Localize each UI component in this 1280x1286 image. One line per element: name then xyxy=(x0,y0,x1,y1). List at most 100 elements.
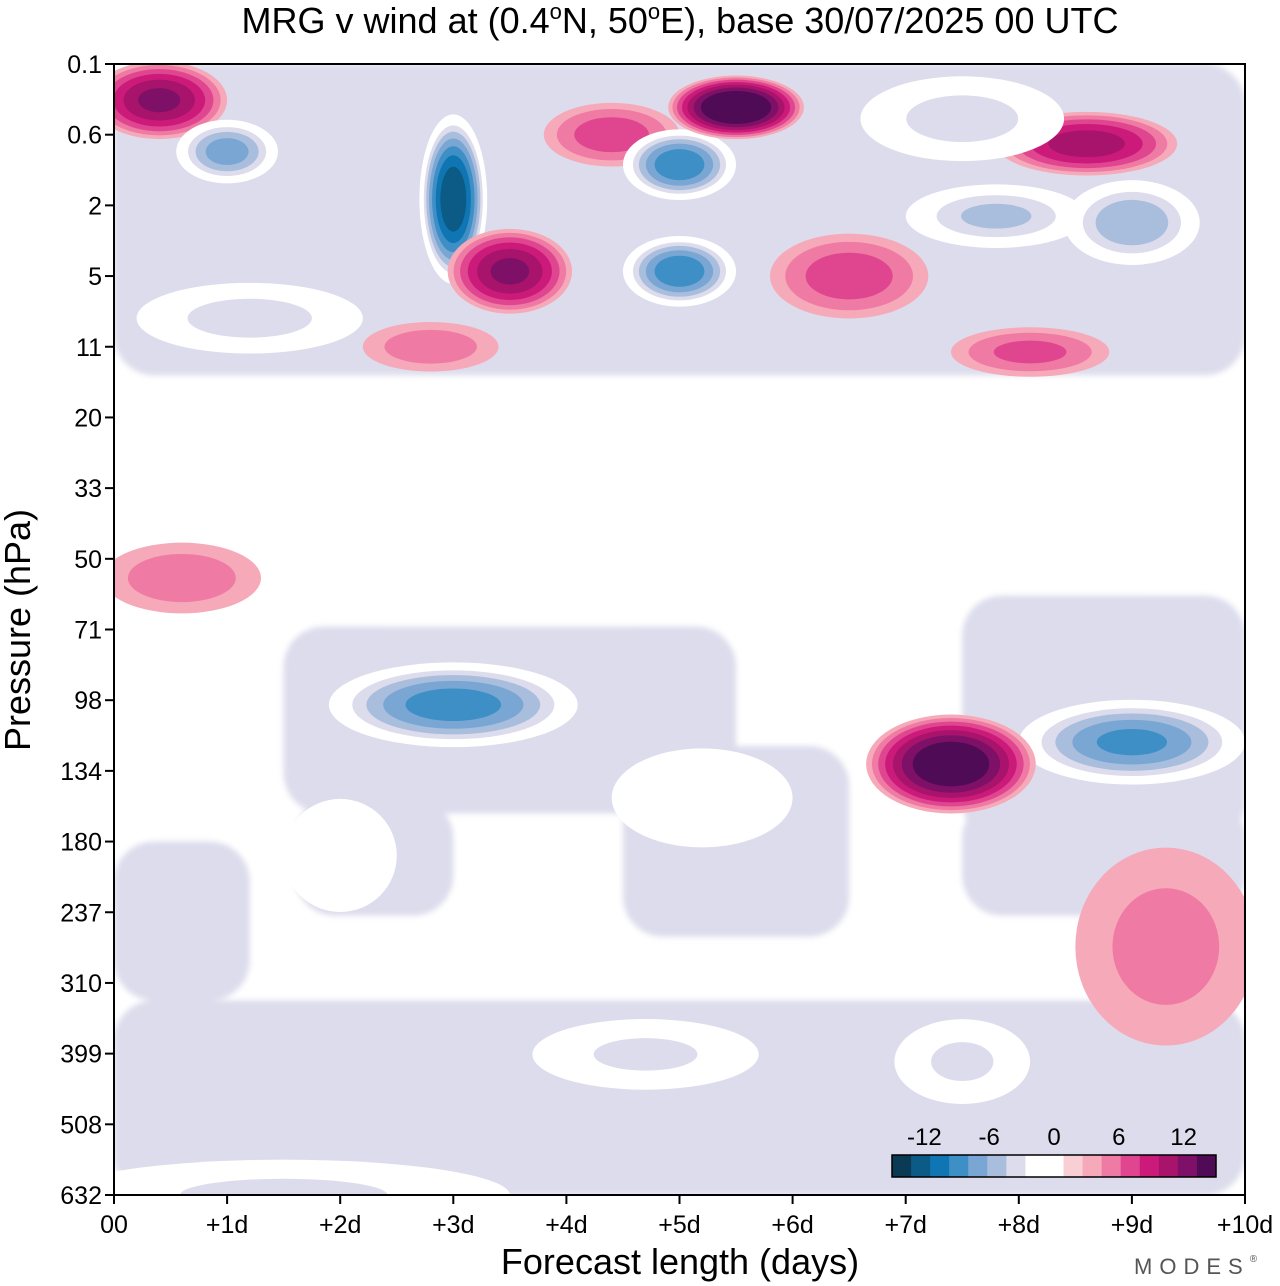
colorbar-frame xyxy=(891,1154,1217,1178)
contour-band xyxy=(440,166,467,232)
colorbar-swatch xyxy=(1120,1155,1141,1177)
contour-band xyxy=(405,688,502,722)
contour-feature-pos-3.5d-mid xyxy=(447,228,573,314)
colorbar-swatch xyxy=(987,1155,1007,1177)
contour-feature-neg-7.5d-400hPa xyxy=(894,1019,1031,1104)
contour-band xyxy=(961,203,1032,229)
y-tick-label: 180 xyxy=(60,829,102,857)
contour-feature-neg-2d-190hPa xyxy=(283,798,397,913)
x-tick-label: +5d xyxy=(658,1211,700,1239)
y-tick-label: 33 xyxy=(74,475,102,503)
contour-band xyxy=(1095,199,1169,246)
contour-band xyxy=(187,298,312,338)
y-tick-label: 399 xyxy=(60,1041,102,1069)
contour-band xyxy=(574,117,649,153)
y-tick-label: 50 xyxy=(74,546,102,574)
y-tick-label: 310 xyxy=(60,970,102,998)
colorbar-label: 12 xyxy=(1170,1124,1197,1151)
y-tick-label: 71 xyxy=(74,617,102,645)
contour-feature-pos-7.5d-130hPa xyxy=(866,714,1036,814)
y-axis-label: Pressure (hPa) xyxy=(0,509,38,751)
chart-title: MRG v wind at (0.4oN, 50oE), base 30/07/… xyxy=(242,0,1119,41)
y-tick-label: 20 xyxy=(74,404,102,432)
x-tick-label: +3d xyxy=(432,1211,474,1239)
colorbar-swatch xyxy=(1139,1155,1160,1177)
contour-feature-neg-3d-upper xyxy=(419,114,488,285)
colorbar-legend: -12 -6 0 6 12 xyxy=(891,1124,1217,1178)
contour-band xyxy=(179,1178,388,1195)
colorbar-swatch xyxy=(1101,1155,1122,1177)
contour-band xyxy=(138,88,181,113)
contour-band xyxy=(301,816,379,894)
colorbar-swatch xyxy=(1082,1155,1103,1177)
contour-band xyxy=(993,340,1067,364)
contour-band xyxy=(593,1038,698,1071)
y-tick-label: 0.6 xyxy=(67,122,102,150)
contour-band xyxy=(490,258,530,285)
y-tick-label: 632 xyxy=(60,1182,102,1210)
colorbar-swatch xyxy=(930,1155,950,1177)
contour-feature-neg-4.7d-400hPa xyxy=(532,1019,759,1090)
contour-feature-pos-9d-260hPa xyxy=(1075,847,1245,1046)
contour-feature-pos-2.8d-11hPa xyxy=(362,322,499,372)
y-tick-label: 2 xyxy=(88,192,102,220)
colorbar-swatch xyxy=(1044,1155,1065,1177)
contour-band xyxy=(384,329,477,364)
x-tick-label: +6d xyxy=(771,1211,813,1239)
x-tick-label: +10d xyxy=(1217,1211,1273,1239)
colorbar-swatch xyxy=(1158,1155,1179,1177)
y-tick-label: 0.1 xyxy=(67,51,102,79)
contour-band xyxy=(1112,888,1220,1005)
colorbar-swatch xyxy=(1025,1155,1045,1177)
contour-feature-neg-5d-upper xyxy=(622,129,737,201)
x-tick-label: +9d xyxy=(1111,1211,1153,1239)
contour-band xyxy=(906,95,1019,143)
contour-band xyxy=(654,149,705,181)
colorbar-swatch xyxy=(949,1155,969,1177)
x-tick-label: +4d xyxy=(545,1211,587,1239)
y-tick-label: 11 xyxy=(76,334,102,362)
contour-feature-neg-5.2d-150hPa xyxy=(611,748,793,848)
contour-feature-neg-9d-115hPa xyxy=(1018,699,1245,785)
brand-logo: MODES® xyxy=(1134,1254,1258,1279)
x-tick-label: +7d xyxy=(884,1211,926,1239)
colorbar-swatch xyxy=(892,1155,912,1177)
colorbar-swatch xyxy=(1006,1155,1026,1177)
contour-feature-pos-0.7d-55hPa xyxy=(114,542,262,614)
contour-band xyxy=(931,1042,994,1082)
y-tick-label: 98 xyxy=(74,687,102,715)
colorbar-label: -12 xyxy=(907,1124,942,1151)
contour-field xyxy=(114,64,1245,1195)
envelope-band xyxy=(114,841,250,1001)
contour-feature-neg-5d-mid xyxy=(622,235,737,307)
colorbar-label: 0 xyxy=(1047,1124,1060,1151)
contour-feature-neg-7.5d-upper xyxy=(860,76,1065,162)
x-axis-label: Forecast length (days) xyxy=(501,1241,859,1282)
contour-feature-neg-1.2d-8hPa xyxy=(136,282,363,354)
x-tick-label: +2d xyxy=(319,1211,361,1239)
x-tick-label: +1d xyxy=(206,1211,248,1239)
colorbar-swatch xyxy=(911,1155,931,1177)
contour-feature-neg-1d-upper xyxy=(176,119,278,184)
colorbar-swatch xyxy=(968,1155,988,1177)
contour-band xyxy=(127,553,236,603)
contour-band xyxy=(805,252,893,300)
y-tick-label: 237 xyxy=(60,899,102,927)
y-axis: 0.1 0.6 2 5 11 20 33 50 71 98 134 180 237 310 399 508 63… xyxy=(60,51,114,1210)
contour-feature-neg-3d-98hPa xyxy=(328,662,578,748)
contour-feature-neg-7.8d-2hPa xyxy=(905,184,1087,248)
contour-band xyxy=(654,255,705,287)
x-tick-label: +8d xyxy=(998,1211,1040,1239)
contour-band xyxy=(1096,728,1168,756)
contour-band xyxy=(928,750,974,778)
colorbar-swatch xyxy=(1196,1155,1217,1177)
contour-band xyxy=(710,95,763,120)
colorbar-label: 6 xyxy=(1112,1124,1125,1151)
contour-feature-pos-5.5d-top xyxy=(668,75,804,140)
contour-feature-pos-8.1d-11hPa xyxy=(950,327,1110,377)
x-tick-label: 00 xyxy=(100,1211,128,1239)
y-tick-label: 5 xyxy=(88,263,102,291)
contour-feature-pos-0d-upper xyxy=(114,64,228,140)
contour-feature-neg-9d-2hPa xyxy=(1064,180,1200,266)
